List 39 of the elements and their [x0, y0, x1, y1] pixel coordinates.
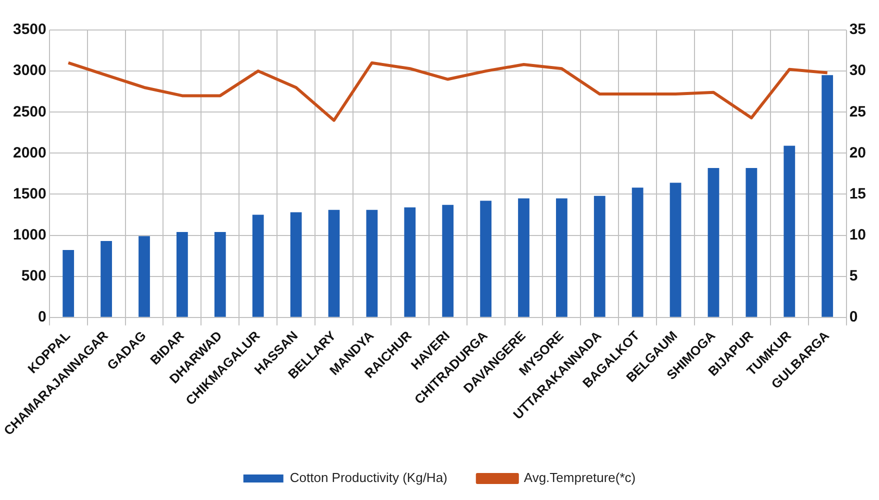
legend-label: Avg.Tempreture(*c) [524, 470, 636, 486]
bar [632, 188, 644, 317]
bar [366, 210, 378, 317]
bar [176, 232, 188, 317]
bar [100, 241, 112, 317]
bar [708, 168, 720, 317]
y-tick-label: 0 [38, 308, 46, 326]
y-tick-label: 1000 [12, 226, 46, 244]
y-tick-label: 2500 [12, 103, 46, 120]
bar [746, 168, 758, 317]
bar [518, 198, 530, 317]
y-tick-label: 1500 [12, 185, 46, 202]
bar [138, 236, 150, 317]
y2-tick-label: 25 [849, 103, 866, 120]
bar [822, 75, 834, 317]
bar [594, 196, 606, 317]
y-tick-label: 3000 [12, 62, 46, 80]
legend-label: Cotton Productivity (Kg/Ha) [290, 470, 448, 486]
bar [670, 182, 682, 317]
y-tick-label: 2000 [12, 144, 46, 162]
bar [62, 250, 74, 317]
bar [214, 232, 226, 317]
y2-tick-label: 0 [849, 308, 858, 326]
y2-tick-label: 10 [849, 226, 866, 244]
bar [480, 200, 492, 317]
bar [328, 210, 340, 317]
bar [784, 146, 796, 317]
y2-tick-label: 35 [849, 21, 866, 38]
y-tick-label: 500 [21, 267, 46, 284]
bar [252, 214, 264, 317]
y2-tick-label: 15 [849, 185, 866, 202]
bar [290, 212, 302, 317]
y-tick-label: 3500 [12, 21, 46, 38]
y2-tick-label: 5 [849, 267, 858, 284]
y2-tick-label: 20 [849, 144, 866, 162]
bar [442, 204, 454, 317]
bar [556, 198, 568, 317]
bar [404, 207, 416, 317]
y2-tick-label: 30 [849, 62, 866, 80]
